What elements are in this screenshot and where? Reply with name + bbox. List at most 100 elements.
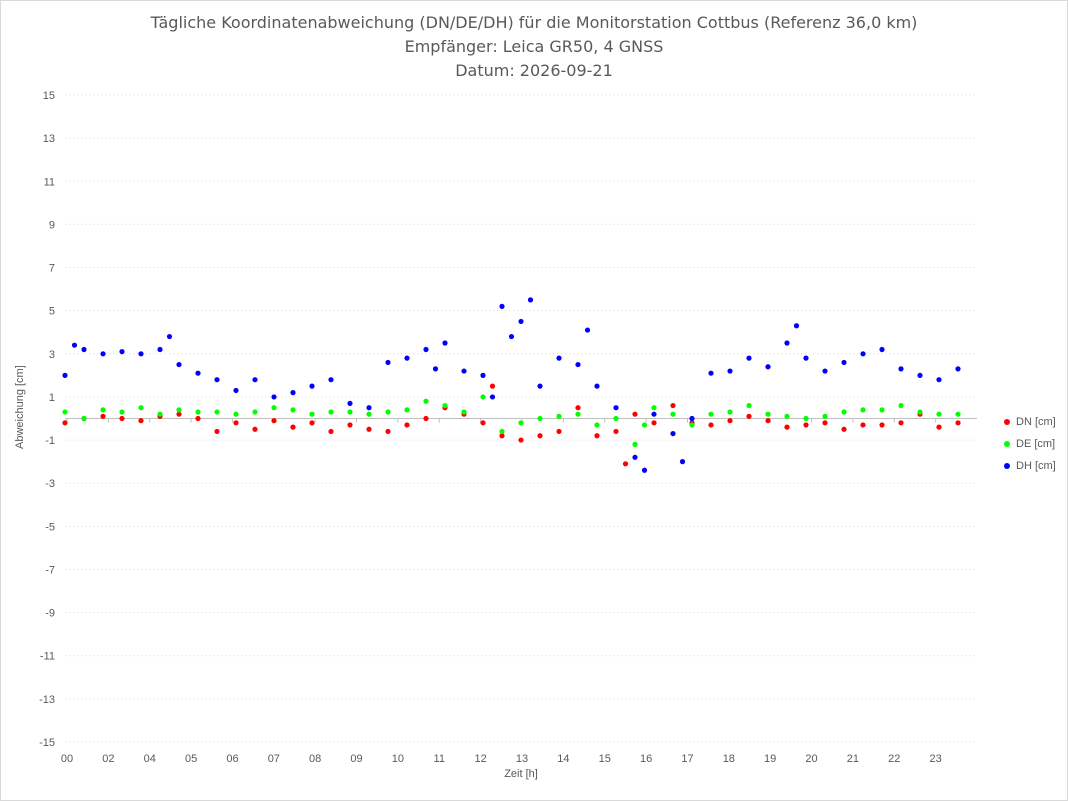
data-point-dh — [461, 368, 467, 374]
x-axis-label: Zeit [h] — [504, 768, 538, 780]
legend-label-dh: DH [cm] — [1016, 460, 1056, 472]
data-point-dh — [708, 370, 714, 376]
data-point-dn — [556, 428, 562, 435]
data-point-de — [803, 415, 809, 422]
x-tick-label: 14 — [557, 753, 569, 765]
data-point-dh — [157, 346, 163, 353]
y-tick-label: 13 — [43, 133, 55, 145]
data-point-dh — [489, 394, 496, 400]
x-tick-label: 04 — [144, 753, 156, 765]
data-point-dn — [252, 426, 258, 432]
x-tick-label: 10 — [392, 753, 404, 765]
y-tick-label: -11 — [40, 651, 55, 663]
data-point-de — [518, 420, 524, 426]
chart-title: Tägliche Koordinatenabweichung (DN/DE/DH… — [150, 13, 918, 32]
data-point-dh — [793, 323, 800, 329]
data-point-dn — [480, 420, 486, 426]
legend-marker-dh — [1004, 463, 1010, 469]
data-point-de — [271, 405, 277, 411]
data-point-dn — [195, 415, 201, 422]
legend-item-dh: DH [cm] — [1004, 455, 1056, 477]
x-tick-label: 19 — [764, 753, 776, 765]
data-point-dn — [271, 418, 277, 424]
legend-marker-de — [1004, 441, 1010, 447]
y-tick-label: 5 — [49, 306, 55, 318]
data-point-dn — [860, 422, 866, 428]
data-point-dn — [347, 422, 353, 428]
data-point-de — [670, 411, 676, 417]
data-point-dn — [670, 402, 676, 409]
y-tick-label: -15 — [39, 737, 55, 749]
data-point-dh — [575, 361, 581, 368]
data-point-dh — [879, 346, 885, 353]
data-point-dh — [518, 318, 524, 325]
data-point-de — [81, 415, 87, 422]
x-tick-label: 16 — [640, 753, 652, 765]
data-point-dh — [632, 454, 638, 460]
data-point-dh — [71, 342, 78, 348]
x-tick-label: 13 — [516, 753, 528, 765]
data-point-dn — [62, 420, 68, 426]
data-point-dh — [841, 359, 847, 366]
data-point-dh — [176, 361, 182, 368]
data-point-dn — [518, 437, 524, 443]
legend-label-de: DE [cm] — [1016, 438, 1056, 450]
data-point-dh — [784, 340, 790, 346]
data-point-de — [347, 409, 353, 415]
data-point-dh — [860, 351, 866, 357]
y-tick-label: -9 — [45, 608, 55, 620]
data-point-dn — [233, 420, 239, 426]
data-point-de — [765, 411, 771, 417]
data-point-dh — [195, 370, 201, 376]
x-tick-label: 15 — [599, 753, 611, 765]
data-point-dn — [936, 424, 942, 430]
x-tick-label: 06 — [226, 753, 238, 765]
data-point-de — [176, 407, 182, 413]
data-point-dh — [641, 467, 648, 473]
data-point-dh — [727, 368, 733, 374]
data-point-dh — [613, 405, 619, 411]
data-point-dh — [765, 364, 771, 370]
data-point-dn — [803, 422, 809, 428]
data-point-dh — [556, 355, 562, 361]
data-point-dh — [689, 415, 695, 422]
data-point-de — [100, 407, 106, 413]
data-point-dh — [480, 372, 486, 378]
data-point-dh — [366, 405, 372, 411]
legend-label-dn: DN [cm] — [1016, 416, 1056, 428]
data-point-dh — [252, 377, 258, 383]
data-point-dn — [594, 433, 600, 439]
data-point-dn — [537, 433, 543, 439]
legend: DN [cm] DE [cm] DH [cm] — [1004, 411, 1056, 477]
data-point-dn — [651, 420, 657, 426]
x-tick-label: 20 — [805, 753, 817, 765]
data-point-dh — [100, 351, 106, 357]
data-point-de — [195, 409, 201, 415]
data-point-dh — [62, 372, 68, 378]
data-point-dh — [499, 303, 505, 309]
data-point-dh — [594, 383, 600, 389]
x-tick-label: 18 — [723, 753, 735, 765]
data-point-dn — [955, 420, 961, 426]
data-point-dh — [917, 372, 923, 378]
data-point-de — [613, 415, 619, 422]
data-point-de — [784, 413, 790, 419]
data-point-dn — [727, 418, 733, 424]
data-point-de — [385, 409, 391, 415]
data-point-dh — [138, 351, 144, 357]
data-point-de — [423, 398, 429, 404]
data-point-de — [746, 402, 752, 409]
data-point-dn — [309, 420, 315, 426]
y-tick-label: -1 — [45, 435, 55, 447]
data-point-de — [366, 411, 372, 417]
data-point-de — [233, 411, 239, 417]
data-point-dh — [119, 349, 125, 355]
y-tick-label: -5 — [45, 521, 55, 533]
x-tick-label: 09 — [350, 753, 362, 765]
data-point-de — [575, 411, 581, 417]
data-point-dn — [176, 411, 182, 417]
data-point-dh — [166, 333, 173, 340]
data-point-de — [119, 409, 125, 415]
data-point-dn — [784, 424, 790, 430]
